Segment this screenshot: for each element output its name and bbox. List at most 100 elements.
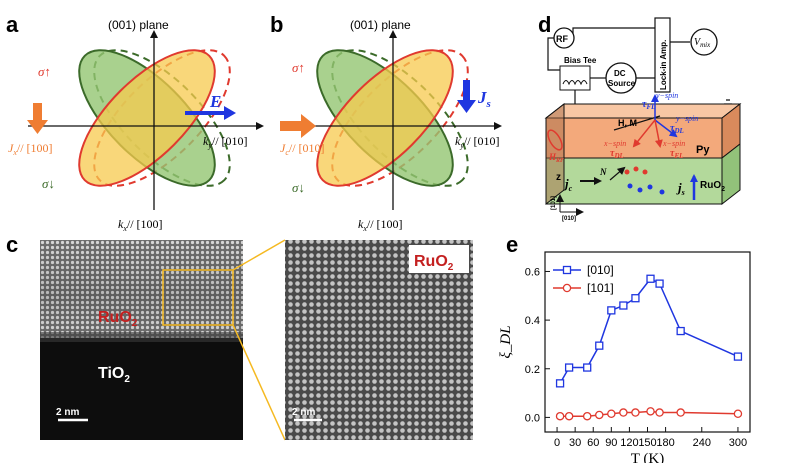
js-d-sub: s	[681, 188, 685, 197]
vmix-label: Vmix	[694, 37, 711, 49]
panel-a: a (001) plane σ↑ σ↓ E Jx// [100] ky// [0…	[6, 12, 264, 233]
zoom-box	[162, 269, 234, 326]
ky-label: ky// [010]	[455, 134, 500, 150]
y-tick-label: 0.0	[525, 412, 540, 424]
panel-b: b (001) plane σ↑ σ↓ Js Jc// [010] ky// […	[270, 12, 502, 233]
panel-a-letter: a	[6, 12, 19, 37]
sigma-down-label: σ↓	[42, 176, 55, 191]
h-m-label: H, M	[618, 118, 637, 128]
stem-zoom-image	[285, 240, 473, 440]
ky-symbol: k	[203, 134, 209, 148]
tau-dl-left-label: τDL	[610, 148, 624, 160]
legend-marker	[562, 283, 572, 293]
jc-dir: // [010]	[289, 141, 325, 155]
y-spin-top: y−spin	[655, 91, 678, 100]
js-label: Js	[477, 88, 491, 110]
ky-symbol: k	[455, 134, 461, 148]
data-point-square	[631, 294, 640, 303]
ruo2-front-face	[545, 157, 723, 205]
data-point-square	[564, 363, 574, 372]
z-axis-label: z	[556, 172, 561, 183]
data-point-square	[619, 301, 628, 310]
data-point-circle	[733, 409, 743, 419]
legend-marker	[562, 265, 572, 275]
panel-d-letter: d	[538, 12, 551, 37]
y-spin-mid: y−spin	[675, 114, 698, 123]
jx-sub: x	[12, 148, 17, 157]
dir-010-label: [010]	[562, 216, 576, 222]
data-point-circle	[595, 410, 604, 420]
sigma-up-ellipse	[316, 49, 454, 187]
legend-label: [010]	[587, 263, 614, 277]
x-spin-left: x−spin	[603, 139, 626, 148]
tau-dl-left-sub: DL	[613, 152, 623, 160]
panel-e-letter: e	[506, 232, 518, 257]
data-point-square	[646, 274, 655, 283]
tau-fl-top-symbol: τ	[642, 99, 647, 110]
n-label: N	[599, 167, 607, 177]
source-label: Source	[608, 79, 636, 88]
sigma-up-label: σ↑	[38, 64, 51, 79]
stem-interface	[40, 332, 243, 342]
spin-up-dot	[624, 169, 630, 175]
x-tick-label: 300	[729, 437, 747, 449]
n-arrow	[609, 166, 626, 181]
dc-label: DC	[614, 69, 626, 78]
h-rf-sub: RF	[555, 158, 564, 164]
ruo2-label-c: RuO2	[98, 309, 138, 329]
rf-label: RF	[556, 34, 568, 44]
inductor-icon	[562, 80, 588, 86]
e-field-arrowhead	[224, 106, 236, 120]
data-point-circle	[619, 408, 628, 417]
h-rf-loop	[547, 129, 563, 151]
data-point-circle	[555, 411, 565, 421]
ky-dir: // [010]	[464, 134, 500, 148]
ky-sub: y	[459, 141, 464, 150]
ruo2-c-symbol: RuO	[98, 309, 132, 326]
tio2-sub: 2	[124, 374, 130, 385]
plane-label: (001) plane	[350, 18, 411, 32]
tau-dl-right-sub: DL	[673, 127, 683, 135]
data-point-circle	[631, 408, 640, 417]
kx-sub: x	[122, 224, 127, 233]
bias-tee-label: Bias Tee	[564, 56, 597, 65]
vmix-icon	[690, 28, 718, 56]
chart-e: 0 30 60 90 120 150 180 240 300 0.0 0.2 0.4 0.6 T (K) ξ…	[498, 251, 751, 463]
js-d-symbol: j	[676, 180, 682, 195]
panel-b-letter: b	[270, 12, 283, 37]
data-point-circle	[676, 408, 685, 417]
ruo2-zoom-label: RuO2	[414, 253, 454, 273]
jx-symbol: J	[8, 141, 14, 155]
spin-down-dot	[637, 187, 643, 193]
jc-symbol: J	[280, 141, 286, 155]
tau-dl-blue-arrow	[654, 119, 678, 138]
tio2-label: TiO2	[98, 365, 130, 385]
kx-sub: x	[362, 224, 367, 233]
sigma-up-label: σ↑	[292, 60, 305, 75]
jc-sub: c	[285, 148, 289, 157]
h-rf-symbol: H	[548, 152, 557, 162]
jc-d-symbol: j	[563, 176, 569, 191]
jx-dir: // [100]	[17, 141, 53, 155]
ruo2-side-face	[721, 142, 741, 206]
spin-up-dot	[633, 166, 639, 172]
x-tick-label: 150	[638, 437, 656, 449]
ky-sub: y	[207, 141, 212, 150]
scale-label-right: 2 nm	[292, 407, 315, 418]
y-tick-label: 0.2	[525, 364, 540, 376]
kx-symbol: k	[358, 217, 364, 231]
e-field-label: E	[209, 92, 221, 111]
x-tick-label: 240	[693, 437, 711, 449]
py-label: Py	[696, 144, 710, 156]
stem-tio2-region	[40, 338, 243, 440]
spin-accumulation	[624, 166, 665, 195]
bias-tee-box	[559, 65, 591, 91]
y-tick-label: 0.6	[525, 266, 540, 278]
kx-symbol: k	[118, 217, 124, 231]
vmix-symbol: V	[694, 37, 702, 48]
kx-dir: // [100]	[127, 217, 163, 231]
ky-dir: // [010]	[212, 134, 248, 148]
data-point-circle	[646, 407, 655, 416]
kx-dir: // [100]	[367, 217, 403, 231]
